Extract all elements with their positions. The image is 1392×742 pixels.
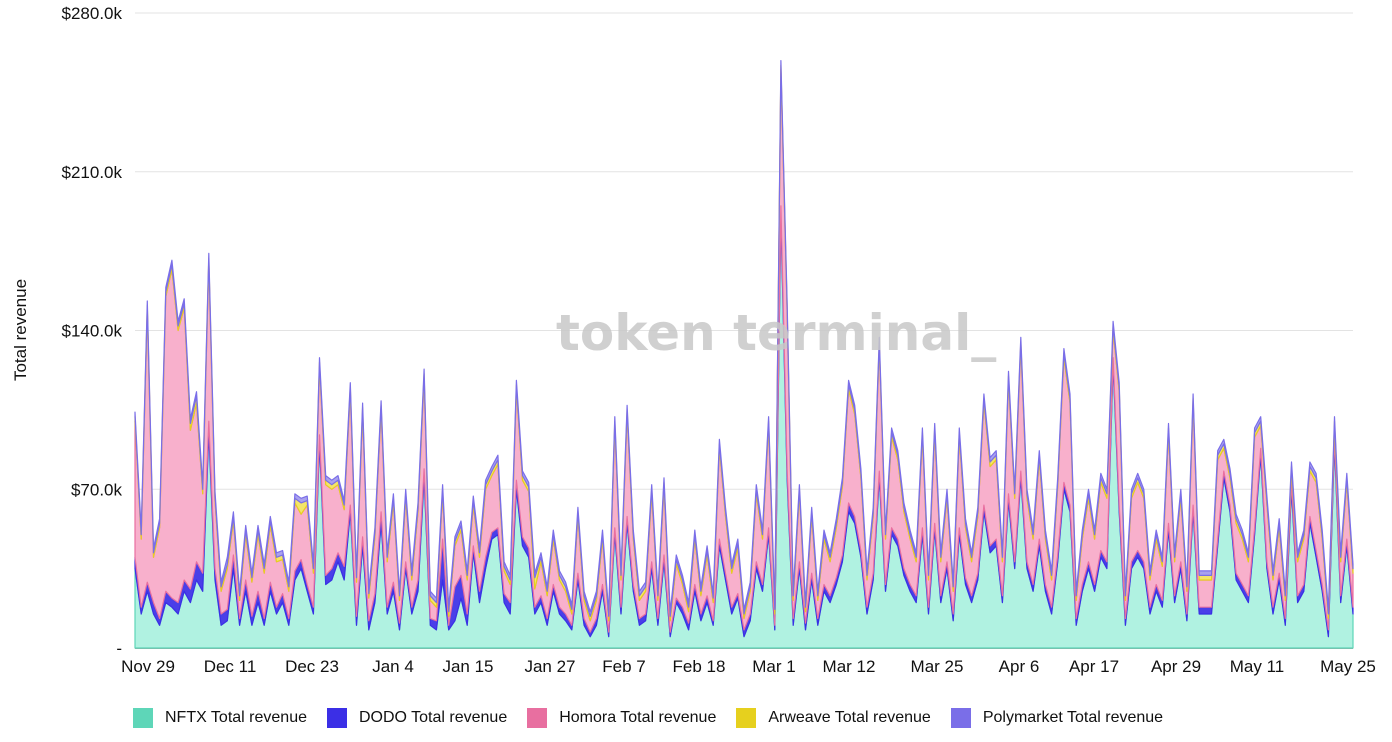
legend: NFTX Total revenue DODO Total revenue Homo… <box>133 708 1163 728</box>
x-axis-ticks: Nov 29 Dec 11 Dec 23 Jan 4 Jan 15 Jan 27 Feb 7… <box>121 657 1376 676</box>
x-tick-label: Mar 25 <box>911 657 964 676</box>
legend-item[interactable]: NFTX Total revenue <box>133 708 307 728</box>
x-tick-label: Nov 29 <box>121 657 175 676</box>
y-axis-ticks: - $70.0k $140.0k $210.0k $280.0k <box>62 4 123 658</box>
legend-item[interactable]: Polymarket Total revenue <box>950 708 1164 728</box>
series-areas <box>134 60 1354 649</box>
x-tick-label: Apr 6 <box>999 657 1040 676</box>
legend-label: NFTX Total revenue <box>165 709 307 726</box>
x-tick-label: Mar 1 <box>752 657 795 676</box>
x-tick-label: Feb 7 <box>602 657 645 676</box>
legend-swatch <box>527 708 548 728</box>
x-tick-label: Apr 17 <box>1069 657 1119 676</box>
x-tick-label: May 25 <box>1320 657 1376 676</box>
y-tick-label: $210.0k <box>62 163 123 182</box>
y-tick-label: $70.0k <box>71 480 123 499</box>
legend-swatch <box>327 708 347 728</box>
y-tick-label: - <box>116 639 122 658</box>
legend-swatch <box>950 708 971 728</box>
legend-label: DODO Total revenue <box>359 709 508 726</box>
y-tick-label: $280.0k <box>62 4 123 23</box>
legend-item[interactable]: DODO Total revenue <box>327 708 507 728</box>
x-tick-label: Feb 18 <box>673 657 726 676</box>
y-axis-label: Total revenue <box>11 279 30 381</box>
legend-item[interactable]: Homora Total revenue <box>527 708 716 728</box>
y-tick-label: $140.0k <box>62 322 123 341</box>
x-tick-label: Jan 4 <box>372 657 414 676</box>
legend-swatch <box>736 708 757 728</box>
legend-swatch <box>133 708 153 728</box>
x-tick-label: May 11 <box>1230 657 1285 676</box>
area-series-4 <box>134 60 1354 617</box>
legend-label: Arweave Total revenue <box>768 709 931 726</box>
legend-item[interactable]: Arweave Total revenue <box>736 708 931 728</box>
x-tick-label: Apr 29 <box>1151 657 1201 676</box>
legend-label: Homora Total revenue <box>559 709 717 726</box>
x-tick-label: Jan 15 <box>442 657 493 676</box>
x-tick-label: Dec 11 <box>204 657 257 676</box>
legend-label: Polymarket Total revenue <box>982 709 1164 726</box>
x-tick-label: Jan 27 <box>524 657 575 676</box>
x-tick-label: Mar 12 <box>823 657 876 676</box>
x-tick-label: Dec 23 <box>285 657 339 676</box>
watermark: token terminal_ <box>556 304 996 362</box>
